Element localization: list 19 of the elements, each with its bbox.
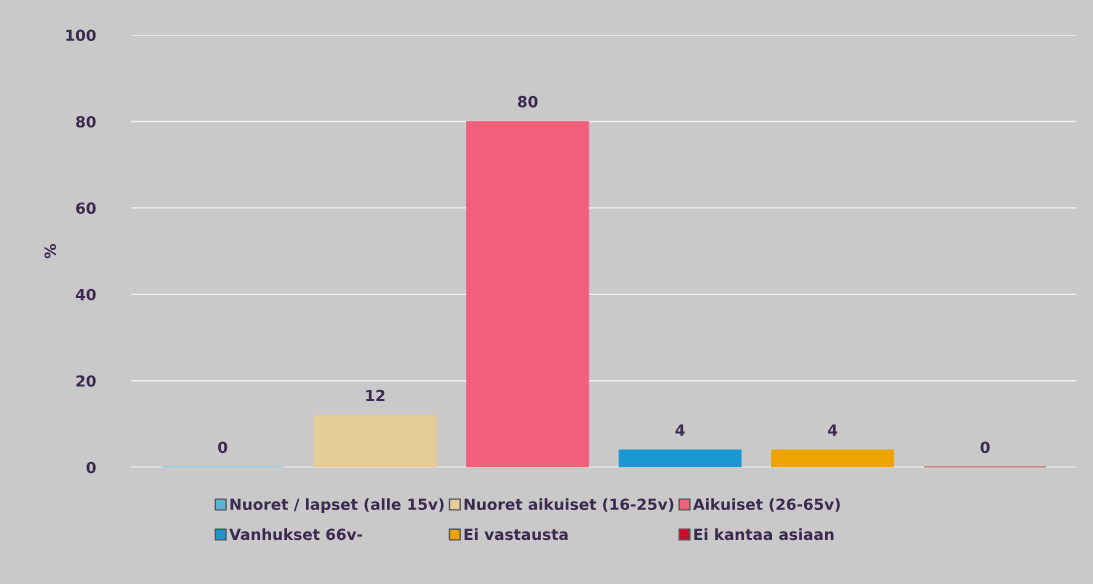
data-label: 12 [366,389,385,402]
data-label: 0 [218,441,228,454]
y-tick-label: 40 [75,288,96,301]
data-label: 4 [675,424,685,436]
y-tick-label: 100 [66,29,96,42]
y-axis-title: % [44,243,57,259]
y-tick-label: 0 [86,461,96,474]
legend-label: Ei kantaa asiaan [694,528,834,541]
legend-label: Vanhukset 66v- [229,528,363,541]
y-tick-label: 20 [76,375,96,387]
legend-label: Aikuiset (26-65v) [693,498,840,512]
data-label: 0 [980,441,990,454]
data-label: 4 [827,424,838,436]
legend-label: Nuoret aikuiset (16-25v) [464,498,674,512]
data-label: 80 [517,95,538,108]
legend-label: Nuoret / lapset (alle 15v) [230,498,444,514]
legend-label: Ei vastausta [464,528,568,541]
y-tick-label: 60 [76,202,96,214]
y-tick-label: 80 [76,115,96,128]
